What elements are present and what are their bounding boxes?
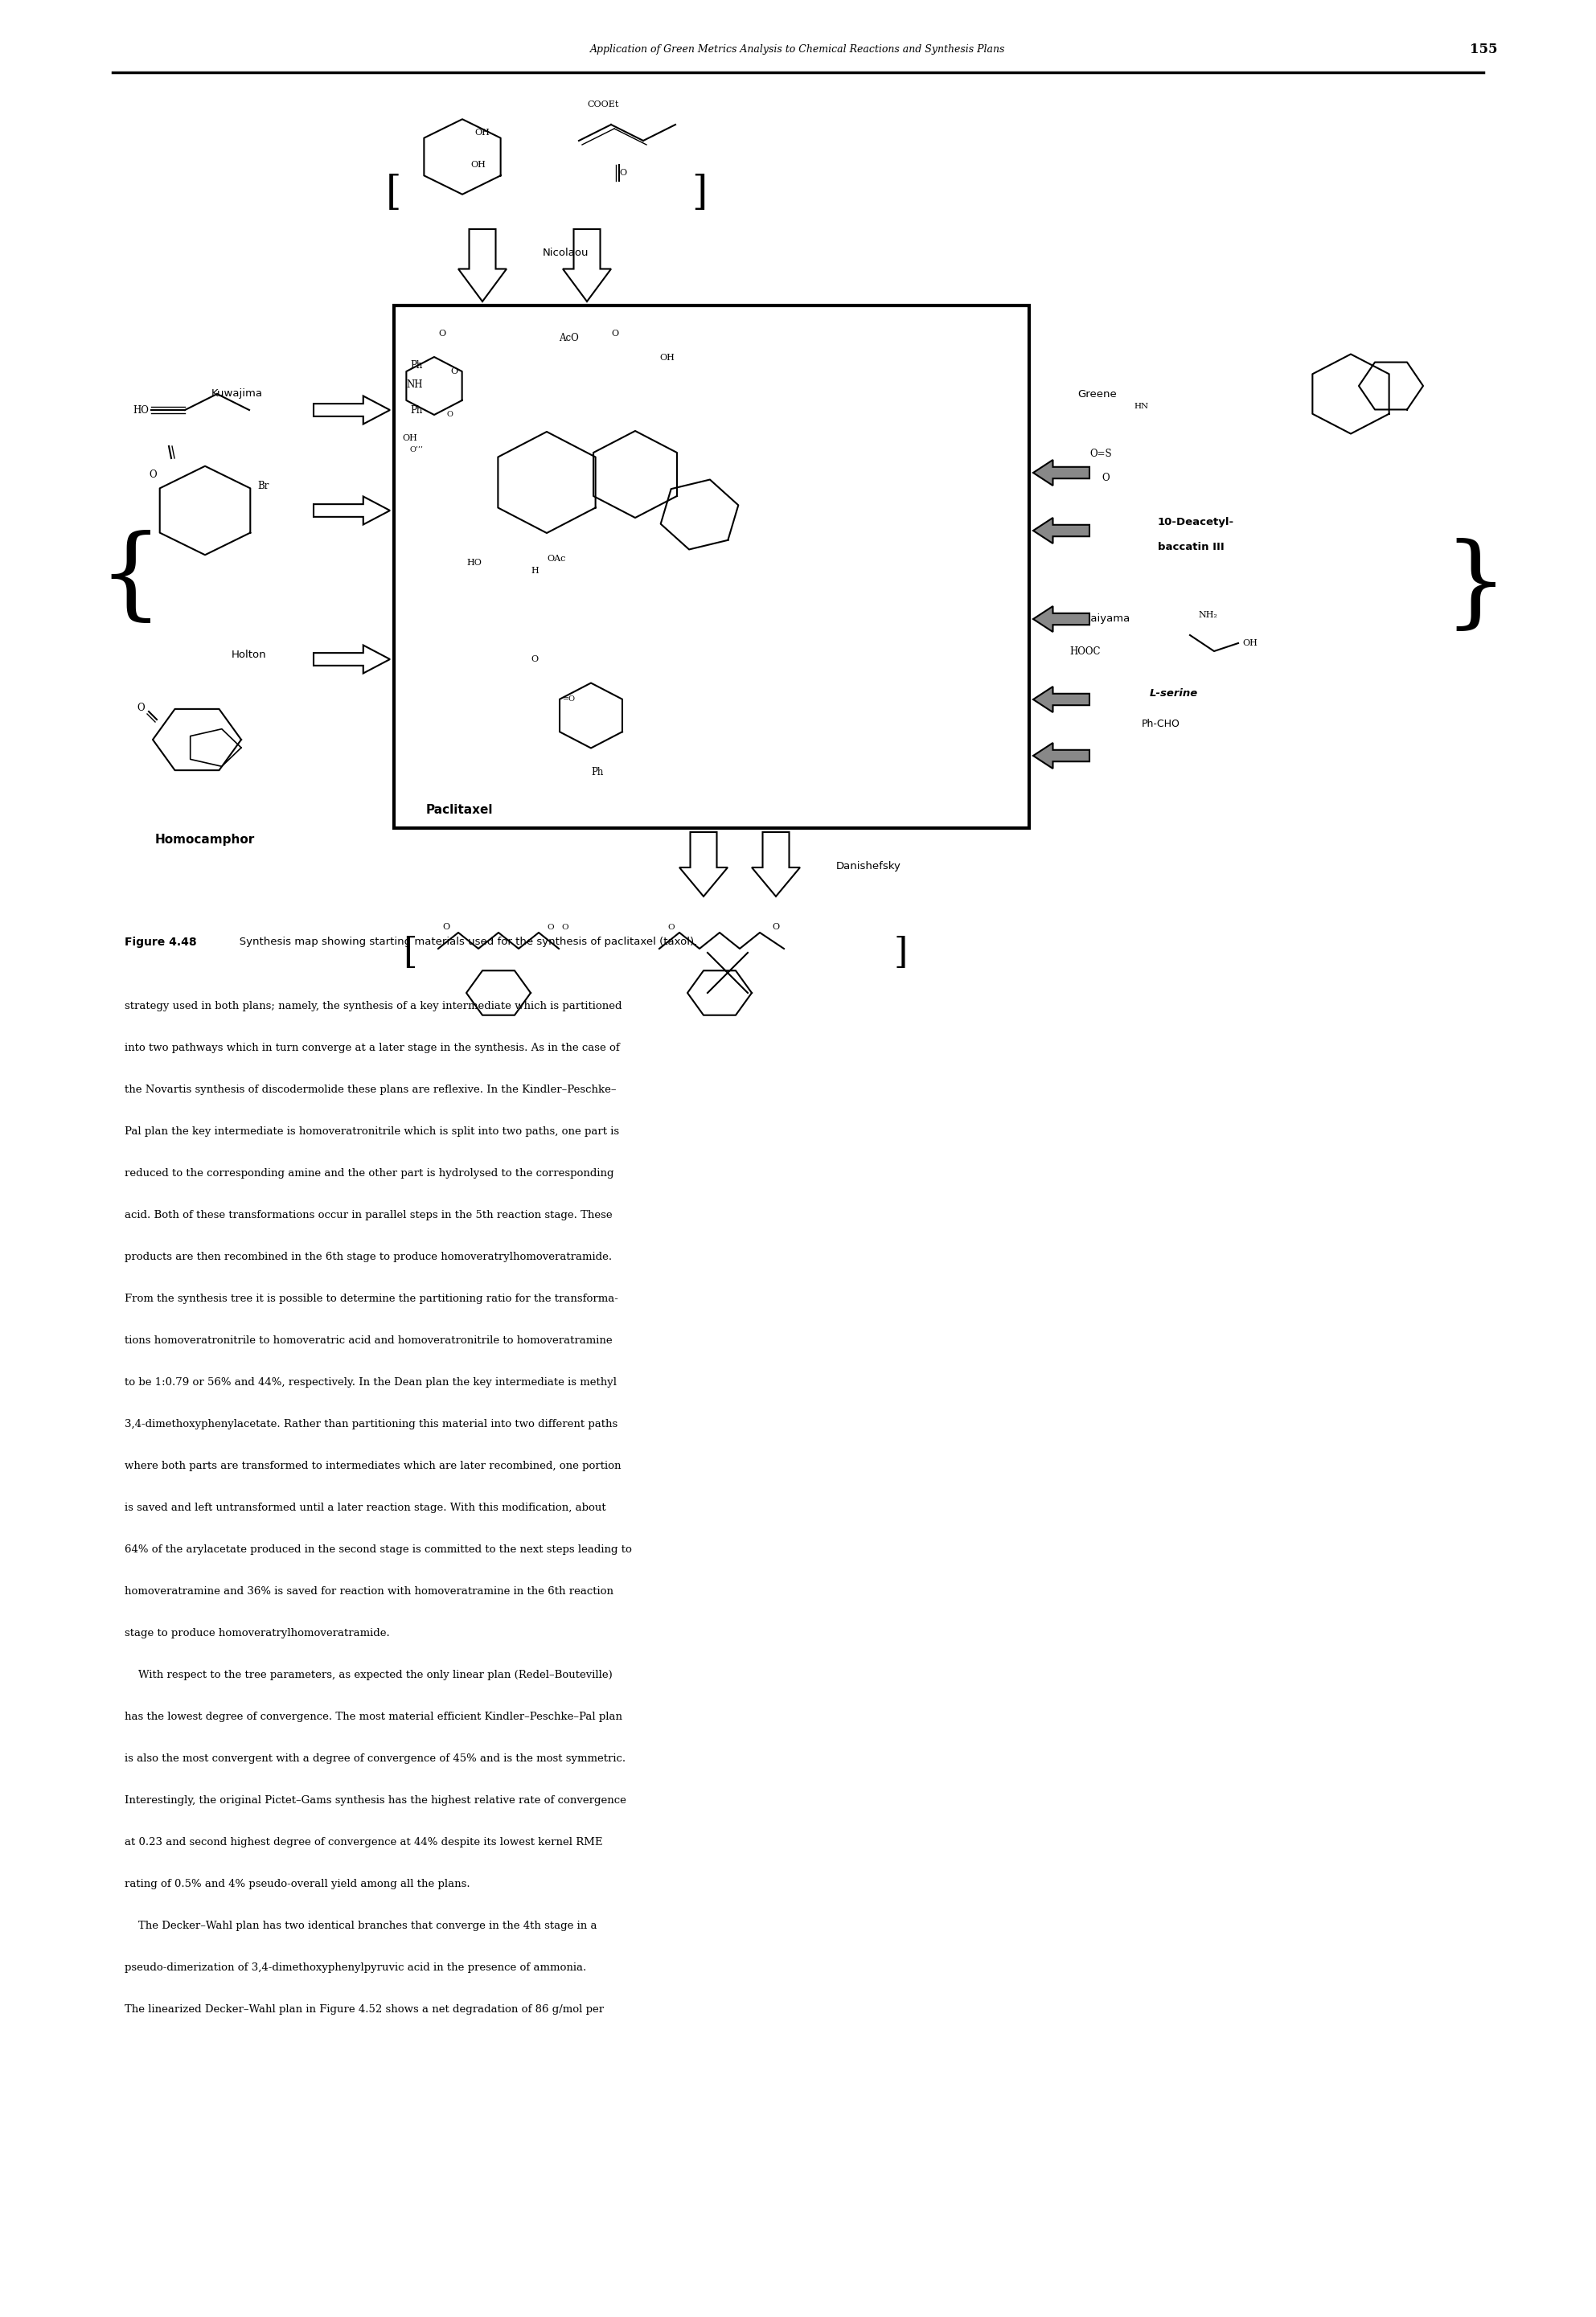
- Text: NH₂: NH₂: [1199, 612, 1218, 619]
- Text: O: O: [447, 410, 453, 417]
- Text: O: O: [547, 924, 554, 931]
- Text: AcO: AcO: [559, 331, 579, 343]
- Text: NH: NH: [405, 380, 423, 389]
- Text: Paclitaxel: Paclitaxel: [426, 804, 493, 816]
- Text: O: O: [772, 922, 779, 931]
- Text: 64% of the arylacetate produced in the second stage is committed to the next ste: 64% of the arylacetate produced in the s…: [124, 1545, 632, 1555]
- Text: strategy used in both plans; namely, the synthesis of a key intermediate which i: strategy used in both plans; namely, the…: [124, 1001, 622, 1013]
- Text: The Decker–Wahl plan has two identical branches that converge in the 4th stage i: The Decker–Wahl plan has two identical b…: [124, 1921, 597, 1930]
- Text: Interestingly, the original Pictet–Gams synthesis has the highest relative rate : Interestingly, the original Pictet–Gams …: [124, 1796, 626, 1805]
- Text: Greene: Greene: [1077, 389, 1117, 399]
- Text: O: O: [442, 922, 450, 931]
- Text: ]: ]: [691, 174, 707, 213]
- Text: OAc: OAc: [547, 554, 565, 563]
- Text: HO: HO: [466, 558, 482, 568]
- Text: COOEt: COOEt: [587, 100, 619, 109]
- Text: L-serine: L-serine: [1149, 688, 1199, 697]
- Text: OH: OH: [402, 433, 417, 443]
- Text: OH: OH: [659, 355, 675, 361]
- Text: Mukaiyama: Mukaiyama: [1069, 614, 1130, 623]
- Text: Ph-CHO: Ph-CHO: [1141, 718, 1179, 730]
- Text: O: O: [530, 656, 538, 663]
- Text: From the synthesis tree it is possible to determine the partitioning ratio for t: From the synthesis tree it is possible t…: [124, 1293, 618, 1304]
- Text: OH: OH: [1242, 639, 1258, 646]
- Polygon shape: [1033, 686, 1090, 711]
- Text: =O: =O: [563, 695, 576, 702]
- Text: O: O: [562, 924, 568, 931]
- Text: at 0.23 and second highest degree of convergence at 44% despite its lowest kerne: at 0.23 and second highest degree of con…: [124, 1837, 603, 1847]
- Polygon shape: [1033, 459, 1090, 487]
- Text: With respect to the tree parameters, as expected the only linear plan (Redel–Bou: With respect to the tree parameters, as …: [124, 1671, 613, 1680]
- Text: has the lowest degree of convergence. The most material efficient Kindler–Peschk: has the lowest degree of convergence. Th…: [124, 1712, 622, 1722]
- Text: O: O: [1101, 473, 1109, 484]
- Text: OH: OH: [471, 160, 485, 169]
- Text: baccatin III: baccatin III: [1157, 542, 1224, 551]
- Text: Figure 4.48: Figure 4.48: [124, 936, 196, 948]
- Polygon shape: [1033, 607, 1090, 633]
- Text: Danishefsky: Danishefsky: [836, 862, 902, 871]
- Text: Pal plan the key intermediate is homoveratronitrile which is split into two path: Pal plan the key intermediate is homover…: [124, 1126, 619, 1138]
- Text: rating of 0.5% and 4% pseudo-overall yield among all the plans.: rating of 0.5% and 4% pseudo-overall yie…: [124, 1879, 471, 1888]
- Text: H: H: [530, 568, 538, 575]
- Text: tions homoveratronitrile to homoveratric acid and homoveratronitrile to homovera: tions homoveratronitrile to homoveratric…: [124, 1335, 613, 1346]
- Text: O: O: [611, 329, 618, 338]
- Text: O: O: [619, 169, 627, 176]
- Text: into two pathways which in turn converge at a later stage in the synthesis. As i: into two pathways which in turn converge…: [124, 1043, 619, 1054]
- Text: Synthesis map showing starting materials used for the synthesis of paclitaxel (t: Synthesis map showing starting materials…: [230, 936, 697, 948]
- Text: homoveratramine and 36% is saved for reaction with homoveratramine in the 6th re: homoveratramine and 36% is saved for rea…: [124, 1587, 613, 1596]
- Text: O=S: O=S: [1090, 449, 1112, 459]
- Text: [: [: [386, 174, 402, 213]
- Text: 10-Deacetyl-: 10-Deacetyl-: [1157, 517, 1234, 528]
- Text: is saved and left untransformed until a later reaction stage. With this modifica: is saved and left untransformed until a …: [124, 1504, 606, 1513]
- Text: Holton: Holton: [231, 651, 267, 660]
- Text: HOOC: HOOC: [1069, 646, 1100, 656]
- Text: OH: OH: [474, 130, 490, 137]
- Text: Kuwajima: Kuwajima: [211, 389, 263, 399]
- Text: where both parts are transformed to intermediates which are later recombined, on: where both parts are transformed to inte…: [124, 1460, 621, 1471]
- Text: Br: Br: [257, 482, 268, 491]
- Text: }: }: [1443, 538, 1507, 635]
- Text: The linearized Decker–Wahl plan in Figure 4.52 shows a net degradation of 86 g/m: The linearized Decker–Wahl plan in Figur…: [124, 2004, 603, 2016]
- Text: O: O: [439, 329, 445, 338]
- Text: O: O: [667, 924, 675, 931]
- Text: the Novartis synthesis of discodermolide these plans are reflexive. In the Kindl: the Novartis synthesis of discodermolide…: [124, 1084, 616, 1096]
- Text: Application of Green Metrics Analysis to Chemical Reactions and Synthesis Plans: Application of Green Metrics Analysis to…: [591, 44, 1005, 56]
- Text: products are then recombined in the 6th stage to produce homoveratrylhomoveratra: products are then recombined in the 6th …: [124, 1251, 611, 1263]
- Text: ]: ]: [894, 936, 908, 971]
- Text: Nicolaou: Nicolaou: [543, 248, 589, 260]
- Text: stage to produce homoveratrylhomoveratramide.: stage to produce homoveratrylhomoveratra…: [124, 1629, 389, 1638]
- Polygon shape: [1033, 517, 1090, 544]
- Text: 3,4-dimethoxyphenylacetate. Rather than partitioning this material into two diff: 3,4-dimethoxyphenylacetate. Rather than …: [124, 1418, 618, 1430]
- Text: O’’’: O’’’: [410, 447, 423, 454]
- Text: to be 1:0.79 or 56% and 44%, respectively. In the Dean plan the key intermediate: to be 1:0.79 or 56% and 44%, respectivel…: [124, 1376, 616, 1388]
- Text: {: {: [99, 531, 163, 628]
- Polygon shape: [1033, 744, 1090, 769]
- Text: HO: HO: [132, 405, 148, 415]
- Text: O: O: [137, 702, 145, 714]
- Text: 155: 155: [1470, 44, 1497, 56]
- Text: Homocamphor: Homocamphor: [155, 834, 255, 846]
- Bar: [394, 306, 1029, 827]
- Text: Ph: Ph: [410, 405, 423, 415]
- Text: [: [: [404, 936, 417, 971]
- Text: is also the most convergent with a degree of convergence of 45% and is the most : is also the most convergent with a degre…: [124, 1754, 626, 1763]
- Text: reduced to the corresponding amine and the other part is hydrolysed to the corre: reduced to the corresponding amine and t…: [124, 1168, 614, 1179]
- Text: O: O: [148, 468, 156, 480]
- Text: O: O: [450, 368, 458, 375]
- Text: Ph: Ph: [410, 361, 423, 371]
- Text: Ph: Ph: [591, 767, 603, 776]
- Text: HN: HN: [1133, 403, 1148, 410]
- Text: pseudo-dimerization of 3,4-dimethoxyphenylpyruvic acid in the presence of ammoni: pseudo-dimerization of 3,4-dimethoxyphen…: [124, 1962, 586, 1972]
- Text: acid. Both of these transformations occur in parallel steps in the 5th reaction : acid. Both of these transformations occu…: [124, 1209, 613, 1221]
